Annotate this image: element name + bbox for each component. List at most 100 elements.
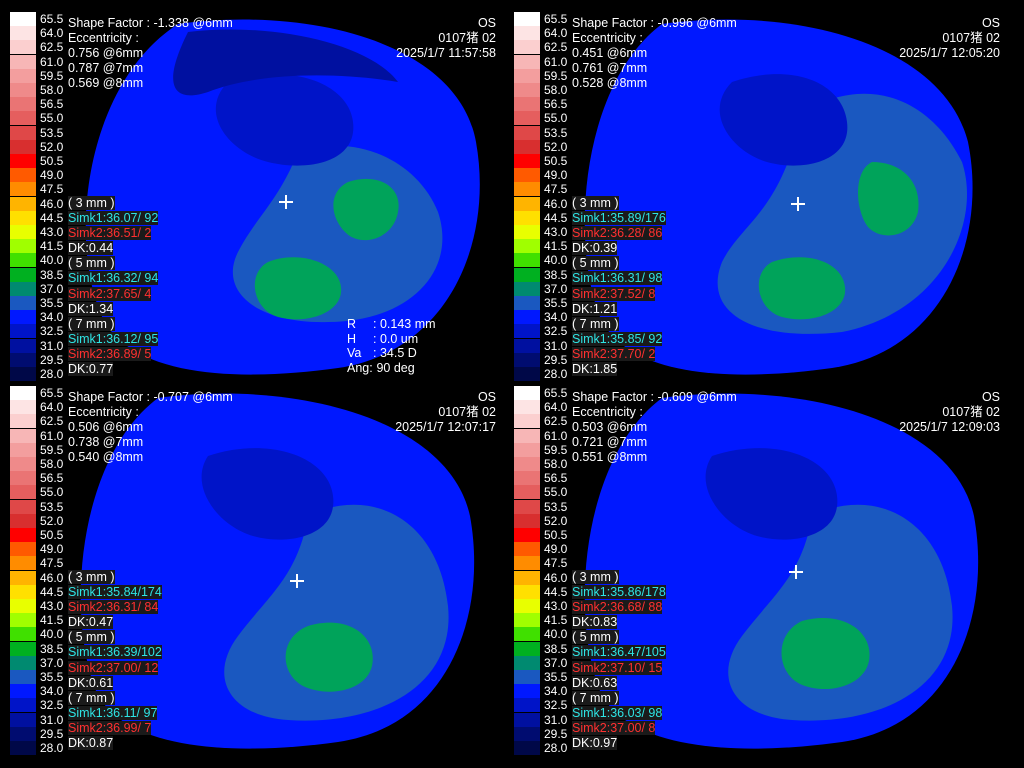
param-r-value: : 0.143 mm [373, 317, 436, 331]
param-r-key: R [347, 317, 357, 331]
scale-value: 29.5 [544, 726, 568, 741]
scale-value: 41.5 [40, 613, 64, 628]
simk1-5mm: Simk1:36.47/105 [572, 645, 666, 660]
simk2-7mm: Simk2:37.70/ 2 [572, 346, 656, 361]
simk1-3mm: Simk1:36.07/ 92 [68, 211, 159, 226]
topography-panel-3[interactable]: 65.5 64.0 62.5 61.0 59.5 58.0 56.5 55.0 53.5 52.0… [8, 386, 512, 764]
scale-swatch [10, 154, 36, 168]
color-scale-legend: 65.5 64.0 62.5 61.0 59.5 58.0 56.5 55.0 53.5 52.0… [10, 386, 66, 762]
scale-value: 62.5 [40, 40, 64, 55]
scale-swatch [514, 196, 540, 211]
scale-value: 62.5 [40, 414, 64, 429]
dk-7mm: DK:0.77 [68, 362, 114, 377]
param-va-key: Va [347, 346, 362, 361]
scale-swatch [514, 68, 540, 83]
scale-value: 59.5 [544, 68, 568, 83]
simk1-7mm: Simk1:35.85/ 92 [572, 331, 663, 346]
scale-value: 53.5 [544, 125, 568, 140]
scale-value: 44.5 [40, 584, 64, 599]
scale-value: 40.0 [544, 253, 568, 268]
scale-swatch [514, 324, 540, 339]
scale-value: 58.0 [544, 457, 568, 471]
zone-5mm: ( 5 mm ) [68, 630, 115, 645]
param-ang-key: Ang: [347, 360, 373, 375]
scale-swatch [514, 225, 540, 239]
scale-swatch [10, 253, 36, 268]
scale-value: 53.5 [40, 125, 64, 140]
exam-datetime: 2025/1/7 12:05:20 [899, 46, 1000, 60]
dk-7mm: DK:0.97 [572, 736, 618, 751]
simk1-3mm: Simk1:35.84/174 [68, 585, 162, 600]
scale-value: 58.0 [40, 457, 64, 471]
zone-7mm: ( 7 mm ) [572, 316, 619, 331]
simk2-7mm: Simk2:36.99/ 7 [68, 720, 152, 735]
scale-swatch [514, 442, 540, 457]
scale-value: 50.5 [40, 154, 64, 168]
scale-swatch [10, 196, 36, 211]
scale-value: 29.5 [40, 352, 64, 367]
zone-3mm: ( 3 mm ) [68, 196, 115, 210]
dk-3mm: DK:0.47 [68, 615, 114, 630]
zone-3mm: ( 3 mm ) [572, 570, 619, 584]
scale-swatch [514, 40, 540, 55]
topography-panel-4[interactable]: 65.5 64.0 62.5 61.0 59.5 58.0 56.5 55.0 53.5 52.0… [512, 386, 1016, 764]
scale-value: 28.0 [544, 741, 568, 755]
scale-swatch [10, 613, 36, 628]
scale-value: 32.5 [40, 698, 64, 713]
scale-swatch [10, 83, 36, 97]
scale-swatch [10, 125, 36, 140]
scale-value: 55.0 [544, 111, 568, 126]
corneal-topography-map[interactable] [512, 12, 1016, 390]
scale-swatch [514, 513, 540, 528]
eccentricity-7mm: 0.738 @7mm [68, 435, 144, 449]
zone-3mm: ( 3 mm ) [572, 196, 619, 210]
scale-swatch [10, 556, 36, 571]
corneal-topography-map[interactable] [8, 12, 512, 390]
scale-value: 56.5 [40, 97, 64, 112]
dk-3mm: DK:0.39 [572, 241, 618, 256]
scale-value: 47.5 [40, 182, 64, 197]
param-va-value: : 34.5 D [373, 346, 417, 361]
shape-factor: Shape Factor : -0.996 @6mm [572, 16, 737, 30]
scale-swatch [514, 670, 540, 684]
scale-value: 47.5 [544, 556, 568, 571]
dk-7mm: DK:1.85 [572, 362, 618, 377]
corneal-topography-map[interactable] [512, 386, 1016, 764]
scale-swatch [10, 182, 36, 197]
scale-swatch [514, 54, 540, 69]
scale-value: 46.0 [544, 570, 568, 585]
scale-value: 37.0 [544, 655, 568, 670]
scale-value: 61.0 [544, 428, 568, 443]
scale-value: 28.0 [544, 367, 568, 381]
scale-value: 38.5 [40, 267, 64, 282]
scale-swatch [10, 97, 36, 112]
scale-value: 65.5 [544, 12, 568, 26]
scale-swatch [10, 239, 36, 254]
scale-value: 40.0 [544, 627, 568, 642]
corneal-topography-map[interactable] [8, 386, 512, 764]
scale-swatch [10, 168, 36, 183]
scale-swatch [514, 253, 540, 268]
scale-value: 58.0 [40, 83, 64, 97]
scale-value: 37.0 [40, 655, 64, 670]
topography-panel-1[interactable]: 65.5 64.0 62.5 61.0 59.5 58.0 56.5 55.0 53.5 52.0… [8, 12, 512, 390]
scale-swatch [10, 386, 36, 400]
scale-value: 38.5 [544, 641, 568, 656]
scale-swatch [514, 26, 540, 41]
simk1-3mm: Simk1:35.89/176 [572, 211, 666, 226]
scale-swatch [514, 97, 540, 112]
scale-value: 40.0 [40, 627, 64, 642]
scale-swatch [514, 428, 540, 443]
scale-value: 31.0 [40, 338, 64, 353]
scale-swatch [514, 414, 540, 429]
scale-swatch [514, 599, 540, 613]
scale-swatch [10, 471, 36, 486]
scale-swatch [10, 485, 36, 500]
scale-value: 31.0 [544, 712, 568, 727]
scale-swatch [514, 655, 540, 670]
topography-panel-2[interactable]: 65.5 64.0 62.5 61.0 59.5 58.0 56.5 55.0 53.5 52.0… [512, 12, 1016, 390]
scale-swatch [514, 168, 540, 183]
scale-value: 40.0 [40, 253, 64, 268]
scale-swatch [10, 726, 36, 741]
cursor-params: R: 0.143 mm H: 0.0 um Va: 34.5 D Ang: 90… [347, 317, 436, 375]
